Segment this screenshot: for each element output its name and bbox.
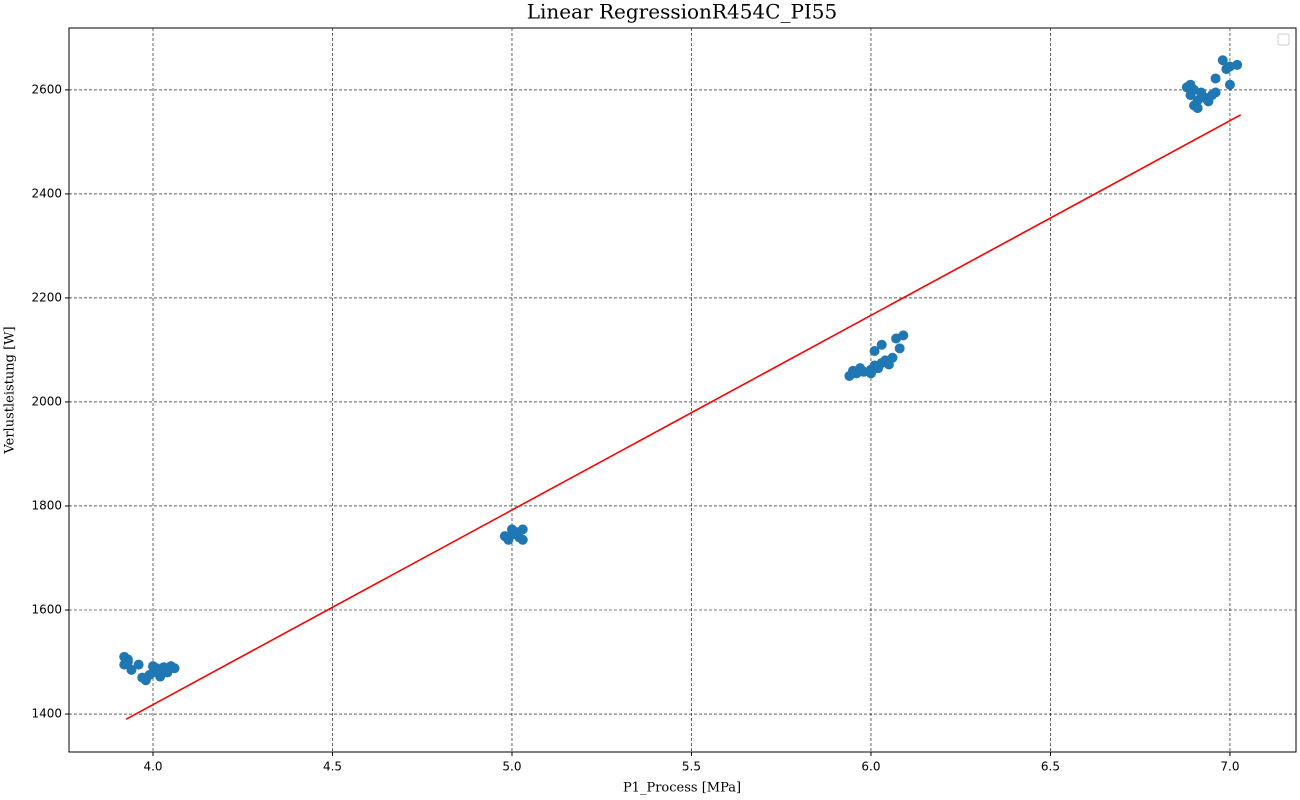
scatter-point: [126, 664, 137, 675]
scatter-point: [162, 667, 173, 678]
chart-title: Linear RegressionR454C_PI55: [527, 0, 838, 24]
scatter-point: [1210, 73, 1221, 84]
regression-line: [125, 114, 1242, 720]
scatter-point: [894, 343, 905, 354]
scatter-point: [898, 330, 909, 341]
scatter-point: [1224, 79, 1235, 90]
scatter-point: [869, 345, 880, 356]
x-tick-label: 7.0: [1220, 760, 1239, 774]
y-tick-label: 1800: [31, 498, 62, 512]
scatter-point: [1210, 87, 1221, 98]
scatter-point: [1217, 55, 1228, 66]
scatter-point: [517, 524, 528, 535]
x-tick-label: 4.0: [143, 760, 162, 774]
x-tick-label: 4.5: [323, 760, 342, 774]
y-tick-label: 2400: [31, 186, 62, 200]
x-tick-label: 5.0: [502, 760, 521, 774]
scatter-point: [887, 352, 898, 363]
x-axis-label: P1_Process [MPa]: [623, 781, 741, 796]
plot-frame: [68, 27, 1297, 753]
y-tick-label: 2000: [31, 394, 62, 408]
y-tick-label: 1600: [31, 603, 62, 617]
scatter-point: [1232, 59, 1243, 70]
scatter-point: [133, 659, 144, 670]
scatter-point: [876, 339, 887, 350]
y-tick-label: 1400: [31, 707, 62, 721]
x-tick-label: 6.0: [861, 760, 880, 774]
scatter-point: [148, 661, 159, 672]
y-tick-label: 2600: [31, 82, 62, 96]
x-tick-label: 6.5: [1041, 760, 1060, 774]
scatter-point: [122, 657, 133, 668]
scatter-point: [1192, 103, 1203, 114]
x-tick-label: 5.5: [682, 760, 701, 774]
scatter-point: [865, 368, 876, 379]
scatter-point: [1185, 79, 1196, 90]
legend-box: [1277, 33, 1290, 46]
scatter-point: [517, 534, 528, 545]
y-tick-label: 2200: [31, 290, 62, 304]
scatter-point: [499, 531, 510, 542]
y-axis-label: Verlustleistung [W]: [3, 326, 18, 454]
scatter-point: [1203, 96, 1214, 107]
scatter-point: [506, 524, 517, 535]
